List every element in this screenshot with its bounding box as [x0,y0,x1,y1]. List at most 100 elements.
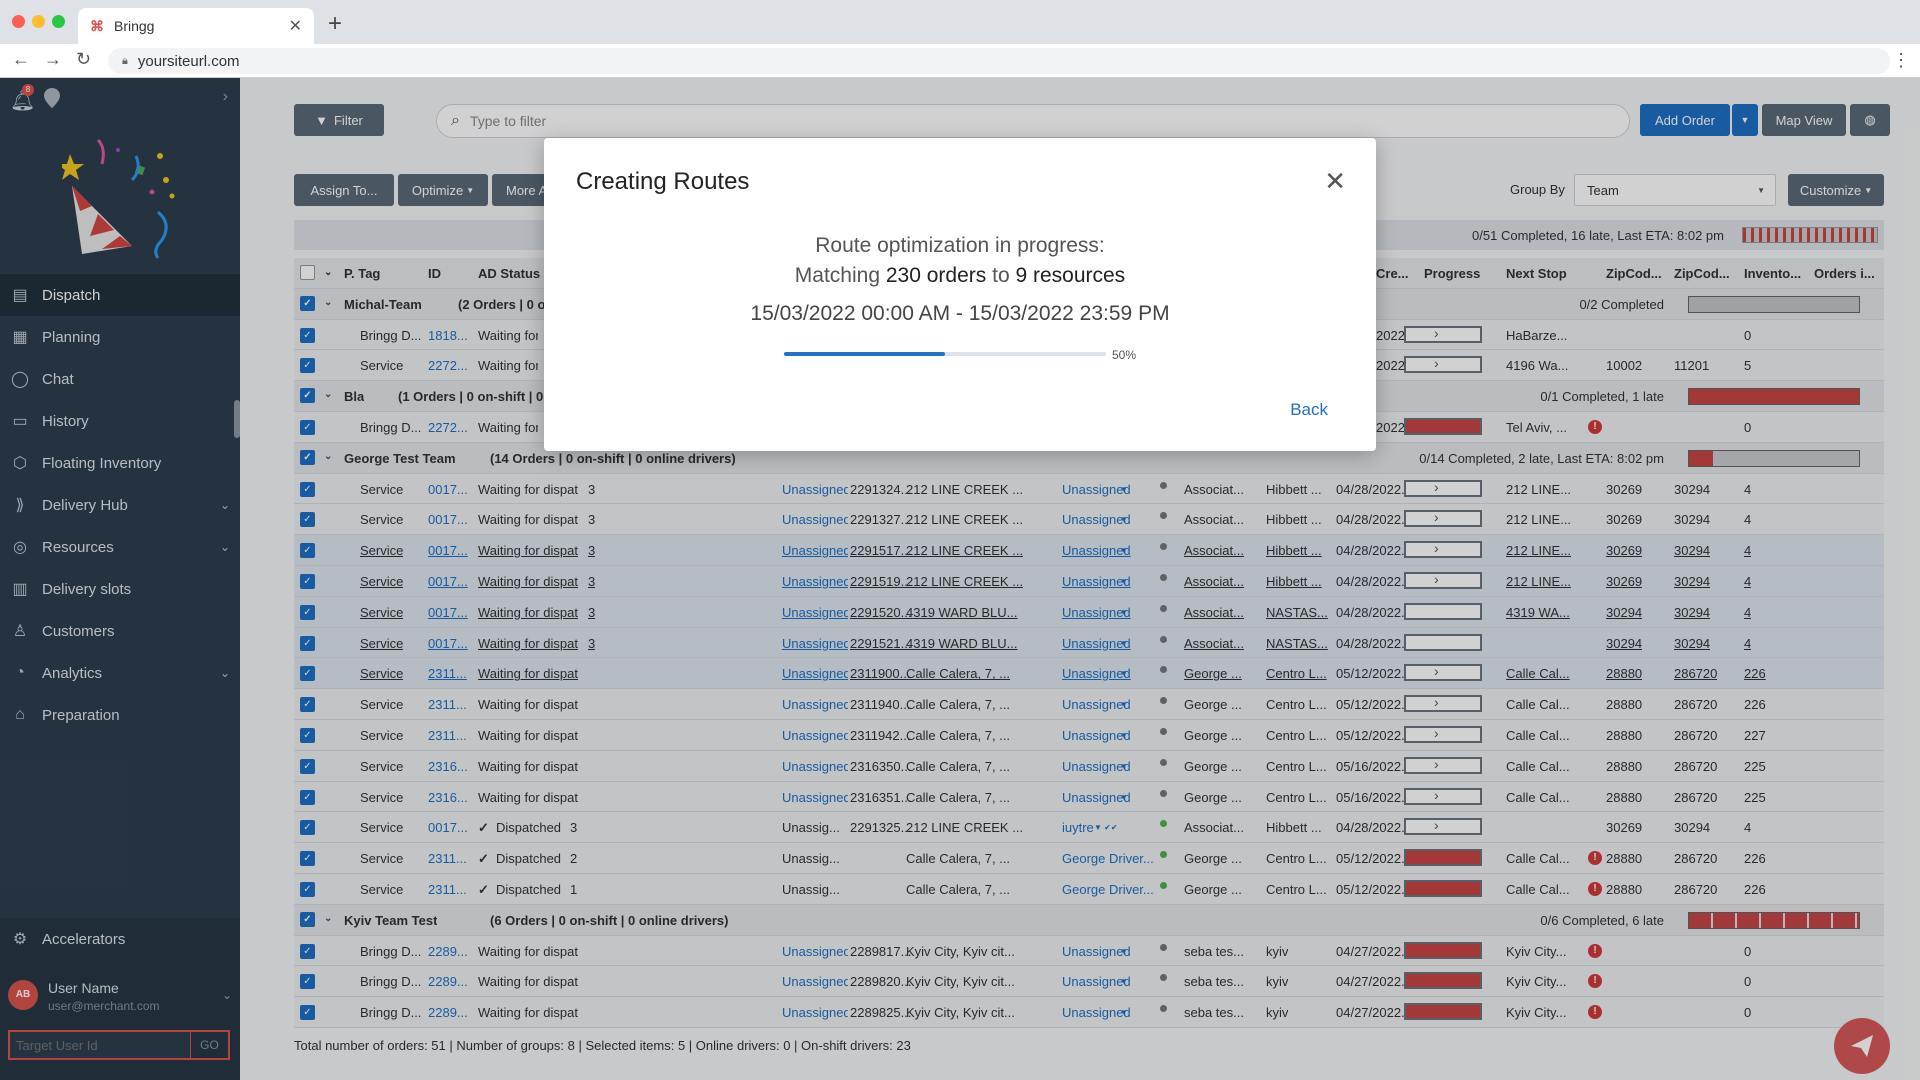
select-all-checkbox[interactable] [300,265,315,280]
more-actions-button[interactable]: More A [492,174,552,206]
caret-down-icon[interactable]: ▼ [1120,515,1128,525]
sidebar-item-analytics[interactable]: ◔ Analytics ⌄ [0,652,240,694]
cell-id[interactable]: 0017... [428,543,468,559]
cell-unassigned[interactable]: Unassigned [782,543,848,559]
cell-unassigned[interactable]: Unassigned [782,697,848,713]
chevron-down-icon[interactable]: ⌄ [324,912,333,924]
optimize-button[interactable]: Optimize ▼ [398,174,488,206]
cell-unassigned[interactable]: Unassigned [782,481,848,497]
caret-down-icon[interactable]: ▼ [1120,792,1128,802]
caret-down-icon[interactable]: ▼ [1120,761,1128,771]
chevron-down-icon[interactable]: ⌄ [324,450,333,462]
browser-menu-icon[interactable]: ⋮ [1892,50,1910,70]
cell-driver[interactable]: Unassigned [1062,974,1131,990]
cell-unassigned[interactable]: Unassigned [782,604,848,620]
table-row[interactable]: ✓ Service 2311... Waiting for dispat Unassig… [294,658,1884,690]
group-by-select[interactable]: Team ▼ [1574,174,1776,206]
row-checkbox[interactable]: ✓ [300,635,315,651]
cell-id[interactable]: 0017... [428,573,468,589]
add-order-button[interactable]: Add Order [1640,104,1730,136]
add-order-dropdown-button[interactable]: ▼ [1732,104,1758,136]
table-row[interactable]: ✓ Service 0017... Waiting for dispat 3 Unassi… [294,535,1884,566]
row-checkbox[interactable]: ✓ [300,1005,315,1021]
close-window-button[interactable] [12,15,25,28]
table-row[interactable]: ✓ Service 0017... Waiting for dispat 3 Unassi… [294,504,1884,536]
cell-driver[interactable]: Unassigned [1062,943,1131,959]
browser-tab[interactable]: ⌘ Bringg ✕ [78,8,314,44]
cell-driver[interactable]: Unassigned [1062,789,1131,805]
chevron-down-icon[interactable]: ⌄ [324,389,333,401]
column-header-zip2[interactable]: ZipCod... [1674,266,1730,281]
cell-id[interactable]: 2289... [428,943,468,959]
table-row[interactable]: ✓ Service 2311... Waiting for dispat Unassig… [294,719,1884,751]
location-pin-icon[interactable] [44,88,60,108]
row-checkbox[interactable]: ✓ [300,481,315,497]
sidebar-item-floating-inventory[interactable]: ⬡ Floating Inventory [0,442,240,484]
cell-unassigned[interactable]: Unassigned [782,573,848,589]
cell-driver[interactable]: Unassigned [1062,604,1131,620]
sidebar-item-history[interactable]: ▭ History [0,400,240,442]
caret-down-icon[interactable]: ▼ [1120,546,1128,556]
column-header-zip1[interactable]: ZipCod... [1606,266,1662,281]
row-checkbox[interactable]: ✓ [300,295,315,311]
new-tab-icon[interactable]: + [328,10,343,37]
column-header-inventory[interactable]: Invento... [1744,266,1802,281]
filter-button[interactable]: ▼ Filter [294,104,384,136]
caret-down-icon[interactable]: ▼ ✔✔ [1094,823,1118,833]
cell-driver[interactable]: Unassigned [1062,1005,1131,1021]
reload-icon[interactable]: ↻ [76,49,92,69]
caret-down-icon[interactable]: ▼ [1120,484,1128,494]
map-view-button[interactable]: Map View [1762,104,1846,136]
cell-id[interactable]: 2316... [428,789,468,805]
cell-unassigned[interactable]: Unassigned [782,727,848,743]
cell-unassigned[interactable]: Unassigned [782,512,848,528]
table-row[interactable]: ✓ Bringg D... 2289... Waiting for dispat Una… [294,997,1884,1028]
sidebar-item-accelerators[interactable]: ⚙ Accelerators [0,918,240,960]
cell-driver[interactable]: Unassigned [1062,727,1131,743]
table-row[interactable]: ✓ Service 2311... Waiting for dispat Unassig… [294,689,1884,720]
table-row[interactable]: ✓ Service 2316... Waiting for dispat Unassig… [294,781,1884,813]
table-row[interactable]: ✓ Bringg D... 2289... Waiting for dispat Una… [294,966,1884,998]
chat-fab-button[interactable] [1834,1018,1890,1074]
cell-id[interactable]: 2311... [428,851,467,867]
cell-id[interactable]: 0017... [428,512,468,528]
caret-down-icon[interactable]: ▼ [1120,946,1128,956]
sidebar-item-customers[interactable]: ♙ Customers [0,610,240,652]
caret-down-icon[interactable]: ▼ [1120,1008,1128,1018]
sidebar-item-planning[interactable]: ▦ Planning [0,316,240,358]
caret-down-icon[interactable]: ▼ [1120,977,1128,987]
cell-driver[interactable]: Unassigned [1062,697,1131,713]
cell-id[interactable]: 2311... [428,697,467,713]
table-row[interactable]: ✓ Service 0017... Waiting for dispat 3 Unassi… [294,596,1884,628]
cell-id[interactable]: 0017... [428,604,468,620]
row-checkbox[interactable]: ✓ [300,851,315,867]
globe-button[interactable]: ◍ [1850,104,1890,136]
row-checkbox[interactable]: ✓ [300,543,315,559]
column-header-ptag[interactable]: P. Tag [344,266,381,281]
row-checkbox[interactable]: ✓ [300,419,315,435]
caret-down-icon[interactable]: ▼ [1120,730,1128,740]
cell-id[interactable]: 2311... [428,727,467,743]
chevron-down-icon[interactable]: ⌄ [324,296,333,308]
table-row[interactable]: ✓ Service 0017... Waiting for dispat 3 Unassi… [294,627,1884,659]
row-checkbox[interactable]: ✓ [300,820,315,836]
cell-id[interactable]: 2289... [428,1005,468,1021]
column-header-id[interactable]: ID [428,266,441,281]
caret-down-icon[interactable]: ▼ [1120,576,1128,586]
column-header-orders[interactable]: Orders i... [1814,266,1875,281]
row-checkbox[interactable]: ✓ [300,604,315,620]
row-checkbox[interactable]: ✓ [300,727,315,743]
cell-unassigned[interactable]: Unassigned [782,943,848,959]
column-header-created[interactable]: Cre... [1376,266,1409,281]
back-arrow-icon[interactable]: ← [12,49,30,69]
row-checkbox[interactable]: ✓ [300,449,315,465]
table-row[interactable]: ✓ Service 0017... Waiting for dispat 3 Unassi… [294,473,1884,505]
cell-id[interactable]: 2272... [428,419,468,435]
table-row[interactable]: ✓ Service 2316... Waiting for dispat Unassig… [294,750,1884,782]
cell-unassigned[interactable]: Unassigned [782,635,848,651]
cell-driver[interactable]: Unassigned [1062,512,1131,528]
sidebar-item-preparation[interactable]: ⌂ Preparation [0,694,240,736]
row-checkbox[interactable]: ✓ [300,758,315,774]
cell-driver[interactable]: Unassigned [1062,635,1131,651]
row-checkbox[interactable]: ✓ [300,789,315,805]
